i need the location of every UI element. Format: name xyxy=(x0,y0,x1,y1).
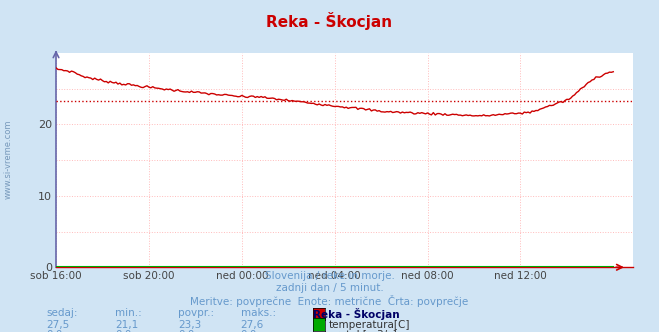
Text: 0,0: 0,0 xyxy=(115,330,132,332)
Text: zadnji dan / 5 minut.: zadnji dan / 5 minut. xyxy=(275,283,384,293)
Text: maks.:: maks.: xyxy=(241,308,275,318)
Text: Slovenija / reke in morje.: Slovenija / reke in morje. xyxy=(264,271,395,281)
Text: 27,6: 27,6 xyxy=(241,320,264,330)
Text: 21,1: 21,1 xyxy=(115,320,138,330)
Text: temperatura[C]: temperatura[C] xyxy=(329,320,411,330)
Text: Reka - Škocjan: Reka - Škocjan xyxy=(313,308,399,320)
Text: 0,0: 0,0 xyxy=(178,330,194,332)
Text: 23,3: 23,3 xyxy=(178,320,201,330)
Text: 0,0: 0,0 xyxy=(46,330,63,332)
Text: www.si-vreme.com: www.si-vreme.com xyxy=(3,120,13,199)
Text: Reka - Škocjan: Reka - Škocjan xyxy=(266,12,393,30)
Text: sedaj:: sedaj: xyxy=(46,308,78,318)
Text: Meritve: povprečne  Enote: metrične  Črta: povprečje: Meritve: povprečne Enote: metrične Črta:… xyxy=(190,295,469,307)
Text: povpr.:: povpr.: xyxy=(178,308,214,318)
Text: 27,5: 27,5 xyxy=(46,320,69,330)
Text: min.:: min.: xyxy=(115,308,142,318)
Text: 0,0: 0,0 xyxy=(241,330,257,332)
Text: pretok[m3/s]: pretok[m3/s] xyxy=(329,330,397,332)
